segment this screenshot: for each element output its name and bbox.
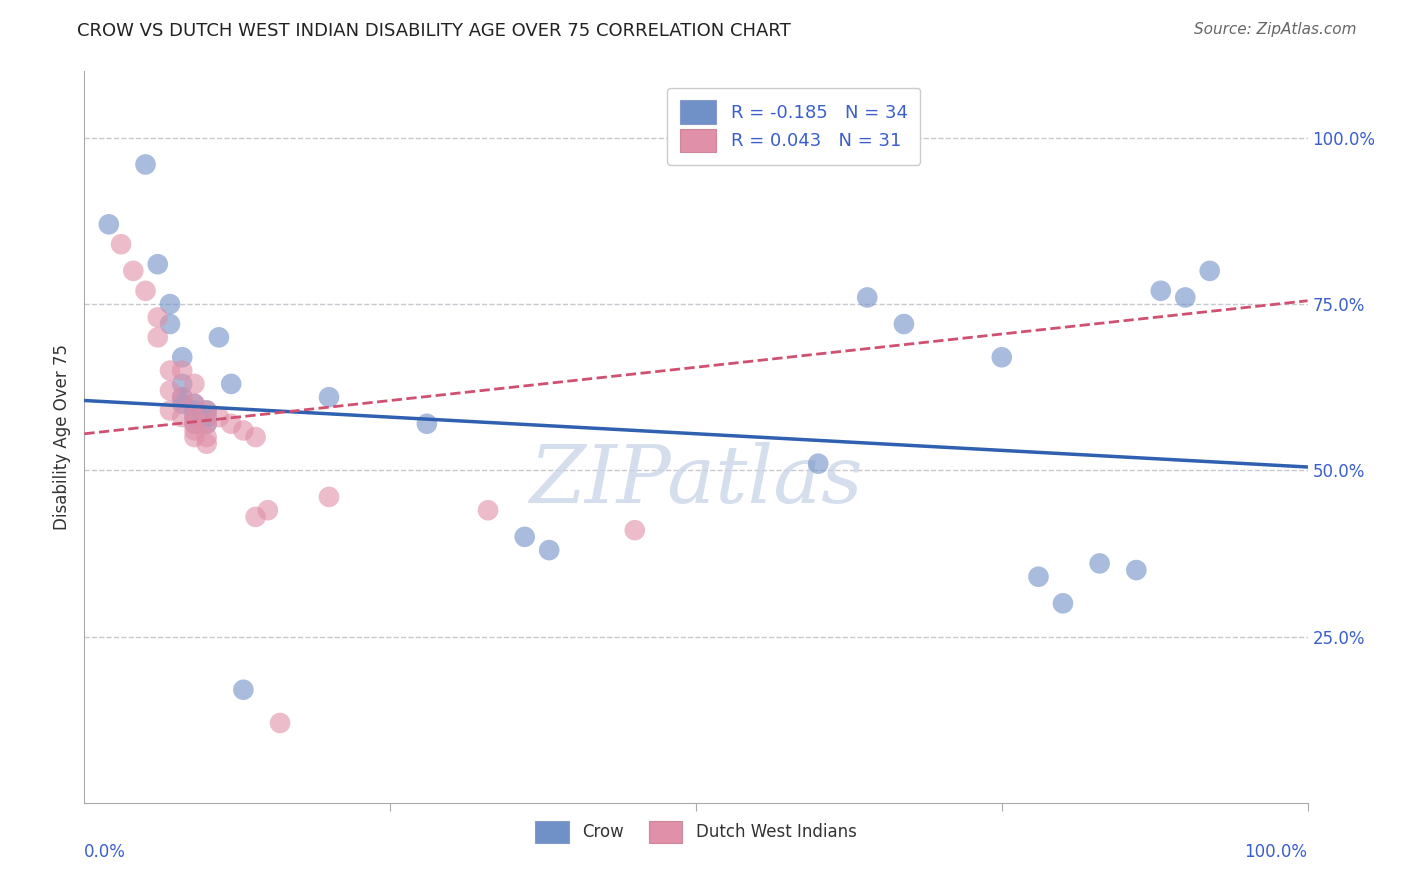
Point: [232, 682, 254, 697]
Point: [195, 436, 218, 450]
Point: [195, 430, 218, 444]
Point: [513, 530, 536, 544]
Point: [1028, 570, 1050, 584]
Point: [159, 317, 181, 331]
Point: [183, 403, 205, 417]
Point: [172, 376, 194, 391]
Point: [146, 330, 169, 344]
Point: [183, 376, 205, 391]
Point: [172, 410, 194, 425]
Point: [257, 503, 280, 517]
Text: 100.0%: 100.0%: [1244, 843, 1308, 861]
Point: [219, 376, 242, 391]
Point: [183, 430, 205, 444]
Text: 0.0%: 0.0%: [84, 843, 127, 861]
Point: [172, 397, 194, 411]
Point: [208, 330, 231, 344]
Point: [146, 310, 169, 325]
Point: [893, 317, 915, 331]
Point: [159, 403, 181, 417]
Text: Source: ZipAtlas.com: Source: ZipAtlas.com: [1194, 22, 1357, 37]
Point: [122, 264, 145, 278]
Point: [624, 523, 647, 537]
Point: [208, 410, 231, 425]
Point: [477, 503, 499, 517]
Point: [195, 417, 218, 431]
Point: [991, 351, 1014, 365]
Point: [318, 390, 340, 404]
Point: [195, 417, 218, 431]
Point: [183, 424, 205, 438]
Point: [135, 284, 157, 298]
Point: [1052, 596, 1074, 610]
Point: [416, 417, 439, 431]
Legend: Crow, Dutch West Indians: Crow, Dutch West Indians: [529, 814, 863, 849]
Point: [807, 457, 830, 471]
Point: [1198, 264, 1220, 278]
Y-axis label: Disability Age Over 75: Disability Age Over 75: [53, 344, 72, 530]
Point: [195, 410, 218, 425]
Point: [159, 363, 181, 377]
Point: [172, 363, 194, 377]
Point: [183, 410, 205, 425]
Point: [538, 543, 561, 558]
Point: [159, 384, 181, 398]
Point: [159, 297, 181, 311]
Point: [172, 351, 194, 365]
Point: [183, 397, 205, 411]
Point: [183, 410, 205, 425]
Point: [172, 390, 194, 404]
Point: [195, 403, 218, 417]
Point: [172, 390, 194, 404]
Point: [269, 716, 291, 731]
Point: [1174, 290, 1197, 304]
Point: [318, 490, 340, 504]
Point: [183, 397, 205, 411]
Point: [856, 290, 879, 304]
Point: [1125, 563, 1147, 577]
Point: [97, 217, 120, 231]
Point: [183, 417, 205, 431]
Point: [1088, 557, 1111, 571]
Text: CROW VS DUTCH WEST INDIAN DISABILITY AGE OVER 75 CORRELATION CHART: CROW VS DUTCH WEST INDIAN DISABILITY AGE…: [77, 22, 792, 40]
Point: [183, 417, 205, 431]
Point: [245, 430, 267, 444]
Point: [1150, 284, 1173, 298]
Point: [146, 257, 169, 271]
Point: [245, 509, 267, 524]
Point: [110, 237, 132, 252]
Point: [232, 424, 254, 438]
Point: [195, 403, 218, 417]
Point: [219, 417, 242, 431]
Text: ZIPatlas: ZIPatlas: [529, 442, 863, 520]
Point: [135, 157, 157, 171]
